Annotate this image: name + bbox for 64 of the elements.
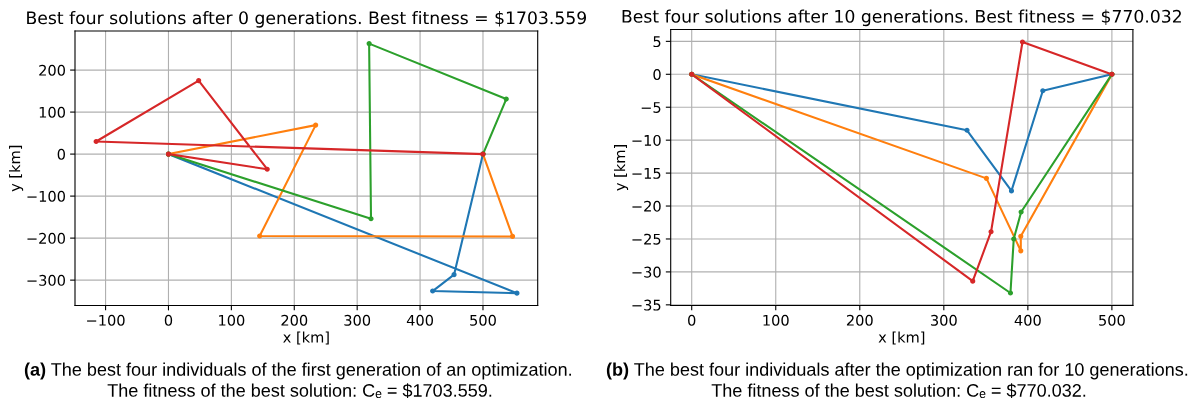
y-tick-label: −100 <box>27 190 65 202</box>
y-tick-label: −300 <box>27 274 65 286</box>
point <box>1040 88 1046 94</box>
x-tick-label: 300 <box>344 314 371 326</box>
y-tick-label: 200 <box>39 64 65 76</box>
y-tick-label: −5 <box>641 102 661 113</box>
text: The best four individuals after the optimization ran for 10 generations. <box>634 362 1188 380</box>
text: (a) <box>24 362 46 380</box>
point <box>1011 236 1017 242</box>
point <box>196 78 202 84</box>
y-tick-label: 100 <box>39 106 65 118</box>
y-tick-label: −10 <box>632 134 661 146</box>
point <box>93 138 99 145</box>
point <box>509 233 516 240</box>
point <box>1018 209 1024 215</box>
y-axis-title: y [km] <box>614 145 629 191</box>
point <box>1019 39 1026 45</box>
y-tick-label: 0 <box>653 69 661 81</box>
x-axis-title: x [km] <box>878 331 925 345</box>
point <box>1018 248 1024 254</box>
x-tick-label: 300 <box>931 314 957 326</box>
y-axis-title: y [km] <box>9 145 24 192</box>
x-axis-title: x [km] <box>283 331 329 345</box>
y-tick-label: −20 <box>632 200 661 212</box>
x-tick-label: 100 <box>219 314 245 326</box>
x-tick-label: 400 <box>406 314 434 326</box>
y-tick-label: −30 <box>632 266 661 278</box>
point <box>970 278 976 284</box>
point <box>514 290 520 296</box>
x-tick-label: 500 <box>1099 314 1125 326</box>
x-tick-label: 100 <box>763 314 789 326</box>
x-tick-label: 500 <box>470 314 496 326</box>
point <box>983 175 989 181</box>
y-tick-label: −15 <box>632 168 661 179</box>
x-tick-label: 200 <box>281 314 308 326</box>
chart-title: Best four solutions after 0 generations. Best fitness = $1703.559 <box>27 10 587 28</box>
point <box>988 229 994 235</box>
x-tick-label: −100 <box>87 314 125 326</box>
point <box>451 272 457 278</box>
x-tick-label: 0 <box>688 314 696 326</box>
text: The fitness of the best solution: Cₑ = $1703.559. <box>107 383 492 399</box>
point <box>1018 233 1024 239</box>
y-tick-label: −200 <box>27 232 65 244</box>
point <box>503 96 509 102</box>
point <box>264 166 270 172</box>
text: The best four individuals of the first generation of an optimization. <box>51 362 571 380</box>
point <box>964 127 970 133</box>
point <box>430 288 436 294</box>
point <box>313 122 319 128</box>
point <box>1007 290 1014 296</box>
x-tick-label: 400 <box>1014 314 1041 326</box>
text: The fitness of the best solution: Cₑ = $770.032. <box>711 383 1086 399</box>
y-tick-label: 5 <box>653 36 661 48</box>
point <box>366 41 372 47</box>
point <box>1008 188 1015 194</box>
x-tick-label: 200 <box>846 314 873 326</box>
text: (b) <box>606 362 629 380</box>
point <box>368 216 374 222</box>
chart-title: Best four solutions after 10 generations. Best fitness = $770.032 <box>622 9 1181 27</box>
x-tick-label: 0 <box>164 314 173 326</box>
point <box>257 233 263 239</box>
y-tick-label: −25 <box>632 233 661 245</box>
y-tick-label: −35 <box>632 299 661 311</box>
y-tick-label: 0 <box>57 148 65 160</box>
